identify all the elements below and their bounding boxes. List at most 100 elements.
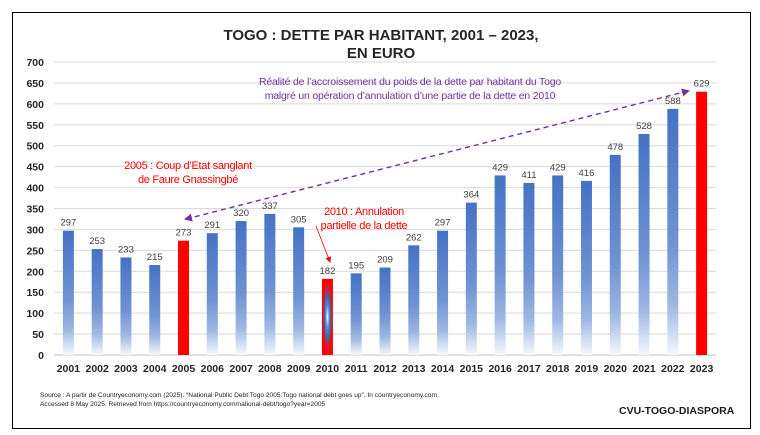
x-tick-label-2001: 2001 [57,363,81,375]
annotation-trend: Réalité de l’accroissement du poids de l… [184,76,690,222]
x-tick-label-2022: 2022 [661,363,685,375]
bar-2017 [523,182,535,355]
bar-2002 [91,249,103,355]
bar-2014 [437,230,449,355]
data-label-2008: 337 [262,201,278,212]
data-label-2021: 528 [636,121,652,132]
bar-2021 [638,133,650,355]
data-label-2023: 629 [694,79,710,90]
x-tick-label-2007: 2007 [229,363,253,375]
source-line-1: Source : A partir de Countryeconomy.com … [40,392,439,399]
bar-2006 [206,233,218,355]
data-label-2007: 320 [233,208,249,219]
coup-annotation-line-2: de Faure Gnassingbé [138,174,238,186]
y-tick-label: 150 [26,287,44,299]
y-tick-label: 500 [26,141,44,153]
x-axis-ticks: 2001 2002 2003 2004 2005 2006 2007 2008 2009 2010… [57,363,714,375]
bar-2010 [321,278,333,355]
trend-annotation-line-1: Réalité de l’accroissement du poids de l… [259,76,561,88]
data-label-2005: 273 [176,228,192,239]
x-tick-label-2009: 2009 [287,363,311,375]
data-label-2009: 305 [291,214,307,225]
bar-2015 [465,202,477,355]
chart-title-line-2: EN EURO [347,45,416,62]
y-tick-label: 400 [26,183,44,195]
data-label-2012: 209 [377,255,393,266]
y-tick-label: 650 [26,78,44,90]
x-tick-label-2020: 2020 [604,363,628,375]
bar-2005 [178,240,190,355]
data-label-2013: 262 [406,232,422,243]
x-tick-label-2019: 2019 [575,363,599,375]
bar-2001 [62,230,74,355]
bar-2011 [350,273,362,355]
y-tick-label: 250 [26,245,44,257]
chart-title-line-1: TOGO : DETTE PAR HABITANT, 2001 – 2023, [223,27,538,44]
data-label-2014: 297 [435,218,451,229]
y-tick-label: 200 [26,266,44,278]
bar-2008 [264,213,276,355]
x-tick-label-2016: 2016 [488,363,512,375]
bar-2022 [667,108,679,355]
x-tick-label-2008: 2008 [258,363,282,375]
y-tick-label: 100 [26,308,44,320]
data-label-2010: 182 [320,266,336,277]
y-axis-ticks: 0 50 100 150 200 250 300 350 400 450 500 550 600 650 7… [26,57,44,362]
data-label-2001: 297 [60,218,76,229]
x-tick-label-2003: 2003 [114,363,138,375]
bar-2012 [379,267,391,355]
bar-2019 [580,180,592,355]
brand-label: CVU-TOGO-DIASPORA [619,405,735,417]
bar-2018 [552,175,564,355]
trend-annotation-line-2: malgré un opération d’annulation d’une p… [265,90,556,102]
data-label-2015: 364 [463,190,479,201]
annulation-annotation-line-2: partielle de la dette [321,220,408,232]
y-tick-label: 300 [26,224,44,236]
y-tick-label: 600 [26,99,44,111]
data-label-2016: 429 [492,162,508,173]
annulation-annotation-line-1: 2010 : Annulation [324,206,404,218]
data-label-2022: 588 [665,96,681,107]
data-label-2018: 429 [550,162,566,173]
x-tick-label-2002: 2002 [85,363,109,375]
x-tick-label-2010: 2010 [316,363,340,375]
x-tick-label-2012: 2012 [373,363,397,375]
data-label-2003: 233 [118,244,134,255]
bars [62,91,708,356]
bar-2023 [696,91,708,356]
coup-annotation-line-1: 2005 : Coup d’Etat sanglant [124,160,252,172]
data-label-2011: 195 [348,260,364,271]
source-note: Source : A partir de Countryeconomy.com … [40,391,439,409]
x-tick-label-2018: 2018 [546,363,570,375]
data-label-2004: 215 [147,252,163,263]
x-tick-label-2006: 2006 [201,363,225,375]
annotation-annulation-2010: 2010 : Annulation partielle de la dette [315,206,408,263]
data-label-2006: 291 [204,220,220,231]
annulation-arrow [315,225,331,263]
x-tick-label-2014: 2014 [431,363,455,375]
y-tick-label: 450 [26,162,44,174]
y-tick-label: 700 [26,57,44,69]
chart-title: TOGO : DETTE PAR HABITANT, 2001 – 2023, … [223,27,538,62]
data-label-2020: 478 [607,142,623,153]
source-line-2: Accessed 8 May 2025. Retrieved from http… [40,401,326,408]
bar-2007 [235,221,247,355]
bar-2013 [408,245,420,355]
x-tick-label-2005: 2005 [172,363,196,375]
data-label-2002: 253 [89,236,105,247]
x-tick-label-2023: 2023 [690,363,714,375]
x-tick-label-2015: 2015 [460,363,484,375]
x-tick-label-2021: 2021 [632,363,656,375]
bar-2003 [120,257,132,355]
bar-2009 [293,227,305,355]
y-tick-label: 550 [26,120,44,132]
x-tick-label-2004: 2004 [143,363,167,375]
bar-2020 [609,154,621,355]
data-label-2017: 411 [521,170,536,181]
y-tick-label: 50 [32,329,44,341]
x-tick-label-2013: 2013 [402,363,426,375]
bar-2016 [494,175,506,355]
x-tick-label-2011: 2011 [345,363,368,375]
x-tick-label-2017: 2017 [517,363,541,375]
